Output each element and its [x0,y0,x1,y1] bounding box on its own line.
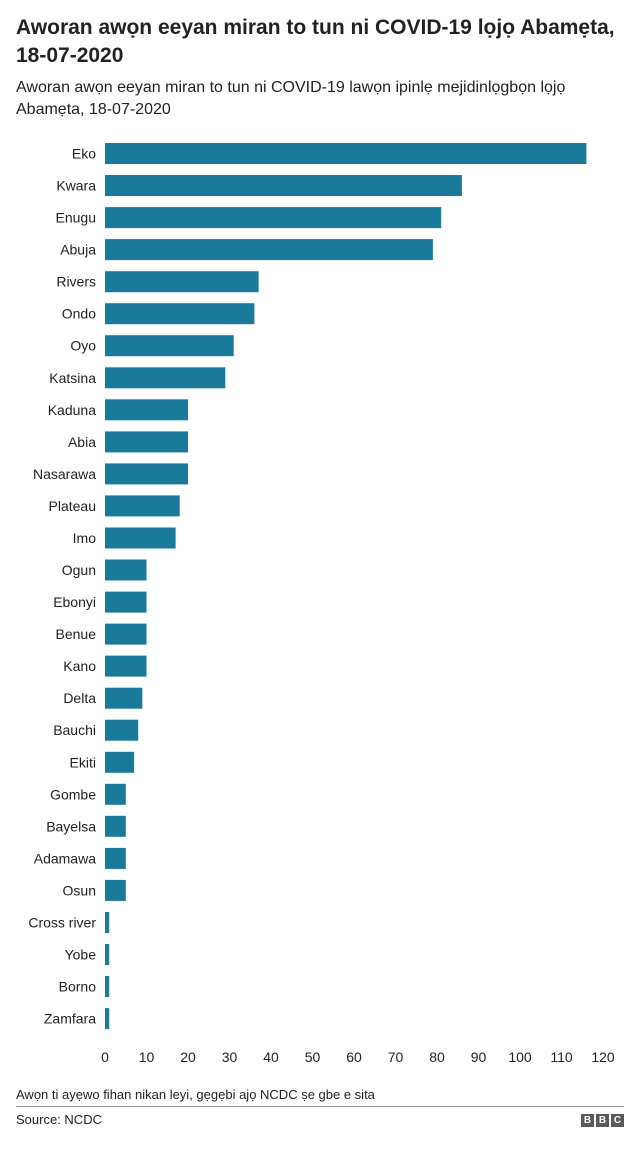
category-label: Imo [73,530,97,546]
category-label: Adamawa [34,850,96,866]
category-label: Bayelsa [46,818,96,834]
x-tick-label: 20 [180,1049,196,1065]
bar-oyo [105,335,234,357]
footer-divider [16,1106,624,1107]
bar-zamfara [105,1008,110,1030]
category-label: Rivers [56,274,96,290]
bar-enugu [105,207,442,229]
category-label: Abia [68,434,96,450]
bar-plateau [105,495,180,517]
bar-cross-river [105,912,110,933]
x-tick-label: 10 [139,1049,155,1065]
bar-kwara [105,175,462,196]
bar-rivers [105,271,259,293]
bbc-logo: B B C [581,1114,624,1127]
bar-abia [105,431,188,453]
bar-imo [105,527,176,549]
bar-eko [105,143,587,164]
x-tick-label: 0 [101,1049,109,1065]
bar-yobe [105,944,110,965]
bar-delta [105,687,143,709]
category-label: Yobe [65,947,97,963]
category-label: Cross river [28,915,96,931]
bar-borno [105,976,110,997]
chart-subtitle: Aworan awọn eeyan miran to tun ni COVID-… [16,79,566,118]
x-tick-label: 40 [263,1049,279,1065]
category-label: Kano [63,658,96,674]
chart-footnote: Awọn ti ayẹwo fihan nikan leyi, gẹgẹbi a… [16,1087,375,1102]
category-label: Benue [56,626,97,642]
bar-ebonyi [105,591,147,613]
category-label: Enugu [56,210,96,226]
chart-title: Aworan awọn eeyan miran to tun ni COVID-… [16,16,615,67]
bar-gombe [105,783,126,805]
category-label: Ogun [62,562,96,578]
bar-bauchi [105,719,139,741]
category-label: Osun [63,882,96,898]
bar-ondo [105,303,255,325]
bar-kaduna [105,399,188,421]
bar-katsina [105,367,226,389]
category-label: Ekiti [70,754,96,770]
category-label: Borno [59,979,97,995]
bar-abuja [105,239,433,261]
category-label: Nasarawa [33,466,96,482]
category-label: Plateau [49,498,96,514]
bar-nasarawa [105,463,188,485]
x-tick-label: 110 [550,1049,573,1065]
bbc-logo-letter: C [611,1114,624,1127]
category-label: Abuja [60,242,96,258]
x-tick-label: 100 [508,1049,532,1065]
bar-ekiti [105,751,135,773]
x-tick-label: 80 [429,1049,445,1065]
category-label: Zamfara [44,1011,96,1027]
category-label: Kwara [56,178,96,194]
bar-kano [105,655,147,677]
x-tick-label: 50 [305,1049,321,1065]
x-tick-label: 70 [388,1049,404,1065]
bar-ogun [105,559,147,581]
category-label: Kaduna [48,402,96,418]
category-label: Katsina [49,370,96,386]
category-label: Eko [72,146,96,162]
x-tick-label: 60 [346,1049,362,1065]
bar-osun [105,879,126,901]
bar-adamawa [105,847,126,869]
x-tick-label: 120 [591,1049,615,1065]
category-label: Ondo [62,306,96,322]
category-label: Bauchi [53,722,96,738]
x-tick-label: 90 [471,1049,487,1065]
bar-chart: Eko Kwara Enugu Abuja Rivers Ondo Oyo Katsina Ka… [28,143,615,1065]
bar-bayelsa [105,815,126,837]
x-tick-label: 30 [222,1049,238,1065]
category-label: Gombe [50,786,96,802]
category-label: Delta [63,690,96,706]
bar-benue [105,623,147,645]
bbc-logo-letter: B [596,1114,609,1127]
category-label: Oyo [70,338,96,354]
category-label: Ebonyi [53,594,96,610]
source-note: Source: NCDC [16,1112,102,1127]
bbc-logo-letter: B [581,1114,594,1127]
